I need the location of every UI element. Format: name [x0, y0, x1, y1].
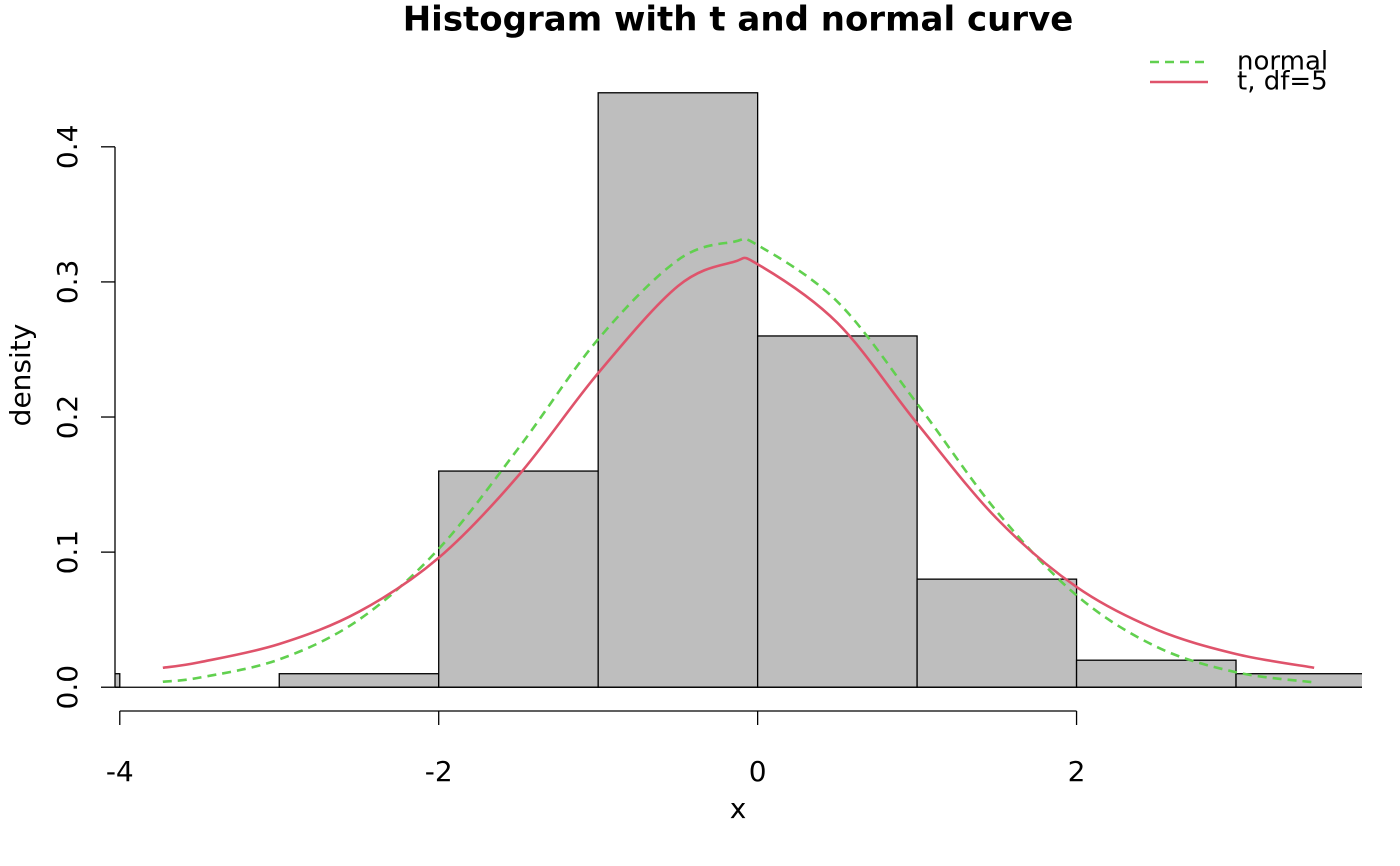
bar	[438, 470, 599, 688]
bar	[278, 673, 440, 688]
y-tick-label: 0.4	[51, 125, 84, 170]
bar	[916, 578, 1078, 688]
curve	[162, 256, 1315, 670]
chart-title: Histogram with t and normal curve	[403, 0, 1074, 40]
bar	[1075, 659, 1237, 688]
y-tick-label: 0.3	[51, 260, 84, 305]
y-tick-label: 0.2	[51, 395, 84, 440]
bar	[756, 335, 918, 688]
y-tick-label: 0.0	[51, 665, 84, 710]
legend-label: t, df=5	[1237, 67, 1328, 97]
bar	[115, 673, 121, 688]
x-tick-label: -2	[425, 755, 453, 788]
bar	[597, 92, 759, 688]
y-tick-label: 0.1	[51, 530, 84, 575]
x-tick-label: 0	[749, 755, 767, 788]
legend-label: normal	[1237, 47, 1328, 77]
curve	[162, 237, 1315, 684]
x-tick-label: 2	[1068, 755, 1086, 788]
x-tick-label: -4	[106, 755, 134, 788]
plot-area	[115, 92, 1362, 688]
x-axis-label: x	[730, 792, 747, 825]
y-axis-label: density	[4, 324, 37, 427]
